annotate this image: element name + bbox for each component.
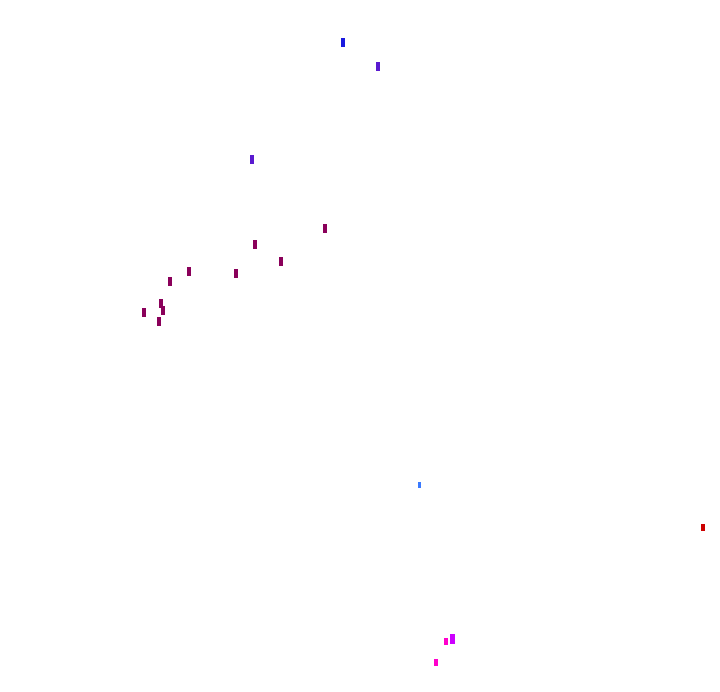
mark — [253, 240, 257, 249]
mark — [450, 634, 455, 644]
mark — [279, 257, 283, 266]
mark — [341, 38, 345, 47]
mark — [250, 155, 254, 164]
mark — [159, 299, 163, 308]
mark — [142, 308, 146, 317]
mark — [701, 524, 705, 531]
mark — [157, 317, 161, 326]
mark — [187, 267, 191, 276]
mark — [418, 482, 421, 488]
mark — [234, 269, 238, 278]
mark — [168, 277, 172, 286]
mark — [161, 306, 165, 315]
mark — [444, 638, 448, 645]
mark — [323, 224, 327, 233]
mark — [376, 62, 380, 71]
mark — [434, 659, 438, 666]
